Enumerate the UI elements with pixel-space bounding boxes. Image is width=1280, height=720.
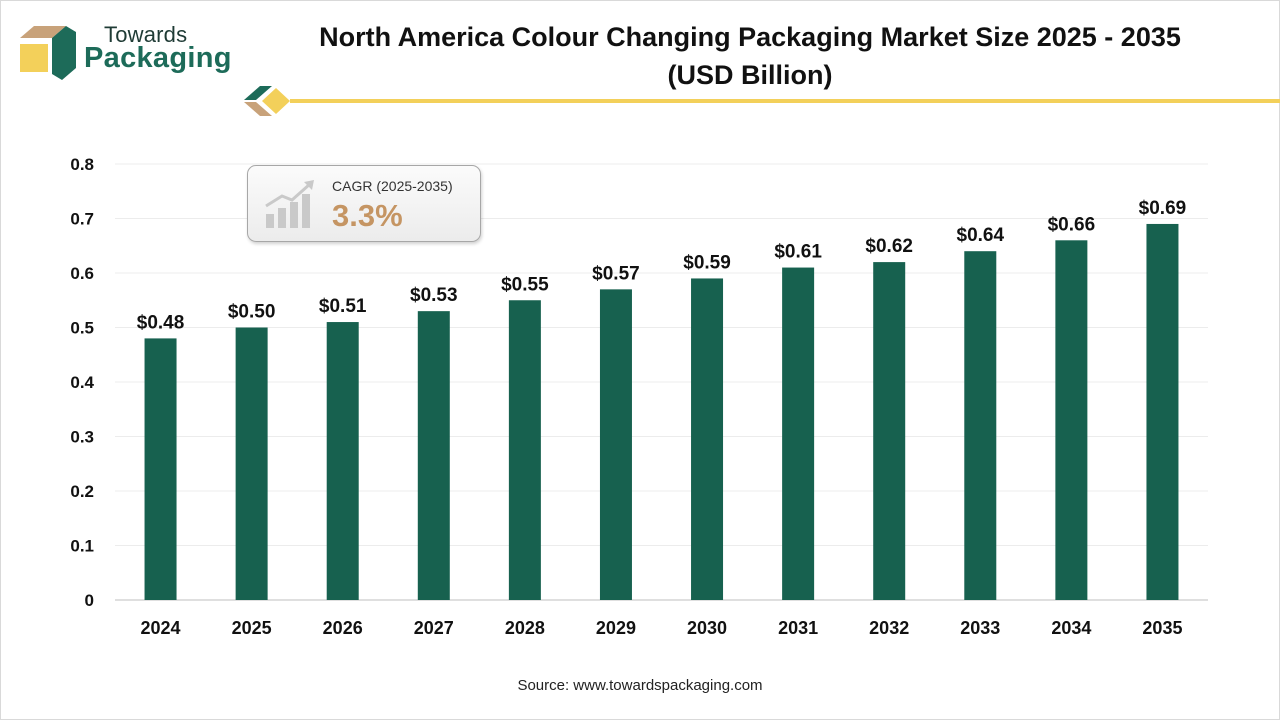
- brand-logo: Towards Packaging: [18, 22, 238, 82]
- x-tick-label: 2030: [687, 618, 727, 638]
- y-tick-label: 0.2: [70, 482, 94, 501]
- data-label: $0.53: [410, 285, 458, 306]
- y-tick-label: 0.7: [70, 210, 94, 229]
- data-label: $0.62: [865, 236, 913, 257]
- x-tick-label: 2034: [1051, 618, 1091, 638]
- bar: [508, 300, 541, 600]
- bar: [1146, 223, 1179, 600]
- x-tick-label: 2035: [1142, 618, 1182, 638]
- data-label: $0.59: [683, 252, 731, 273]
- y-tick-label: 0.4: [70, 373, 94, 392]
- bar: [1055, 240, 1088, 601]
- data-label: $0.55: [501, 274, 549, 295]
- box-logo-icon: [20, 26, 76, 80]
- x-tick-label: 2025: [232, 618, 272, 638]
- data-label: $0.66: [1048, 214, 1096, 235]
- x-tick-label: 2029: [596, 618, 636, 638]
- brand-name-line2: Packaging: [84, 42, 232, 74]
- cagr-callout: CAGR (2025-2035) 3.3%: [247, 165, 481, 242]
- data-label: $0.50: [228, 302, 276, 323]
- bar: [782, 267, 815, 600]
- x-axis-ticks: 2024 2025 2026 2027 2028 2029 2030 2031 2032 2033…: [141, 618, 1183, 638]
- data-label: $0.57: [592, 263, 640, 284]
- brand-name-line1: Towards: [104, 22, 188, 47]
- data-label: $0.48: [137, 312, 185, 333]
- y-tick-label: 0.3: [70, 428, 94, 447]
- y-tick-label: 0.5: [70, 319, 94, 338]
- data-labels: $0.48 $0.50 $0.51 $0.53 $0.55 $0.57 $0.59 $0.61…: [137, 198, 1186, 333]
- bar: [235, 327, 268, 600]
- bar: [873, 262, 906, 600]
- data-label: $0.61: [774, 242, 822, 263]
- source-note: Source: www.towardspackaging.com: [517, 677, 763, 694]
- cagr-label: CAGR (2025-2035): [332, 178, 453, 194]
- bar: [417, 311, 450, 600]
- divider-line: [290, 99, 1280, 103]
- x-tick-label: 2027: [414, 618, 454, 638]
- y-tick-label: 0.1: [70, 537, 94, 556]
- y-tick-label: 0: [85, 591, 94, 610]
- x-tick-label: 2033: [960, 618, 1000, 638]
- bar: [144, 338, 177, 600]
- x-tick-label: 2024: [141, 618, 181, 638]
- x-tick-label: 2032: [869, 618, 909, 638]
- cagr-value: 3.3%: [332, 198, 403, 233]
- divider-diamond-icon: [244, 86, 290, 116]
- x-tick-label: 2031: [778, 618, 818, 638]
- growth-chart-icon: [265, 180, 314, 228]
- bar: [599, 289, 632, 600]
- grid-lines: [115, 163, 1208, 601]
- data-label: $0.51: [319, 296, 367, 317]
- bar: [691, 278, 724, 600]
- y-tick-label: 0.6: [70, 264, 94, 283]
- x-tick-label: 2026: [323, 618, 363, 638]
- chart-title: North America Colour Changing Packaging …: [319, 22, 1181, 90]
- data-label: $0.69: [1139, 198, 1187, 219]
- bars: [144, 223, 1179, 601]
- data-label: $0.64: [957, 225, 1005, 246]
- y-axis-ticks: 0 0.1 0.2 0.3 0.4 0.5 0.6 0.7 0.8: [70, 155, 94, 610]
- x-tick-label: 2028: [505, 618, 545, 638]
- bar: [964, 251, 997, 600]
- y-tick-label: 0.8: [70, 155, 94, 174]
- bar: [326, 322, 359, 600]
